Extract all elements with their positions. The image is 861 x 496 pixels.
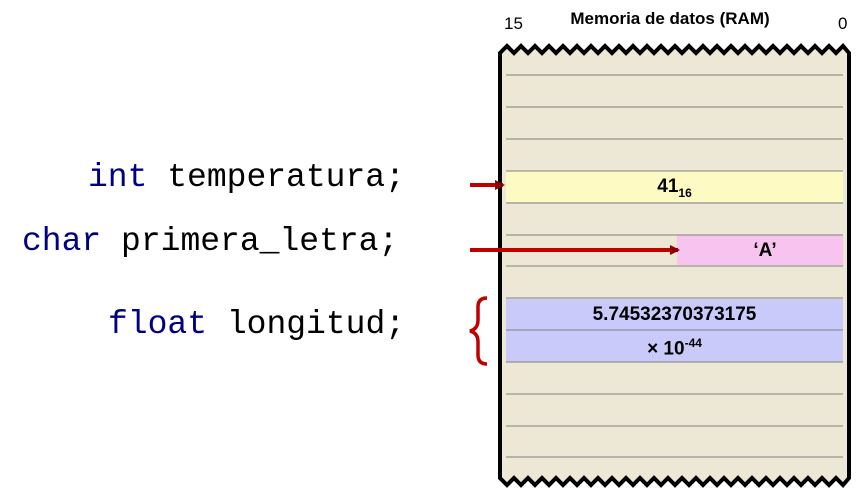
variable-name: primera_letra;: [121, 223, 399, 260]
int-value: 4116: [506, 176, 843, 200]
declaration-float: float longitud;: [108, 307, 405, 343]
declaration-int: int temperatura;: [88, 160, 405, 196]
char-value: ‘A’: [753, 240, 777, 261]
bit-low-label: 0: [838, 14, 848, 33]
memory-title: Memoria de datos (RAM): [570, 9, 770, 28]
float-mantissa: 5.74532370373175: [592, 304, 757, 325]
variable-name: longitud;: [226, 306, 406, 343]
type-keyword: float: [108, 306, 208, 343]
float-exponent: × 10-44: [506, 336, 843, 360]
bit-high-label: 15: [504, 14, 523, 33]
float-exponent-prefix: × 10: [647, 338, 685, 360]
memory-row-lines: [506, 74, 843, 458]
type-keyword: char: [22, 223, 102, 260]
float-brace: [469, 296, 488, 366]
float-exponent-power: -44: [684, 336, 702, 350]
variable-name: temperatura;: [167, 159, 405, 196]
type-keyword: int: [88, 159, 148, 196]
int-cell: [506, 171, 843, 202]
declaration-char: char primera_letra;: [22, 224, 398, 260]
int-digits: 41: [657, 176, 679, 197]
int-base: 16: [678, 185, 692, 200]
char-cell: [677, 235, 843, 265]
